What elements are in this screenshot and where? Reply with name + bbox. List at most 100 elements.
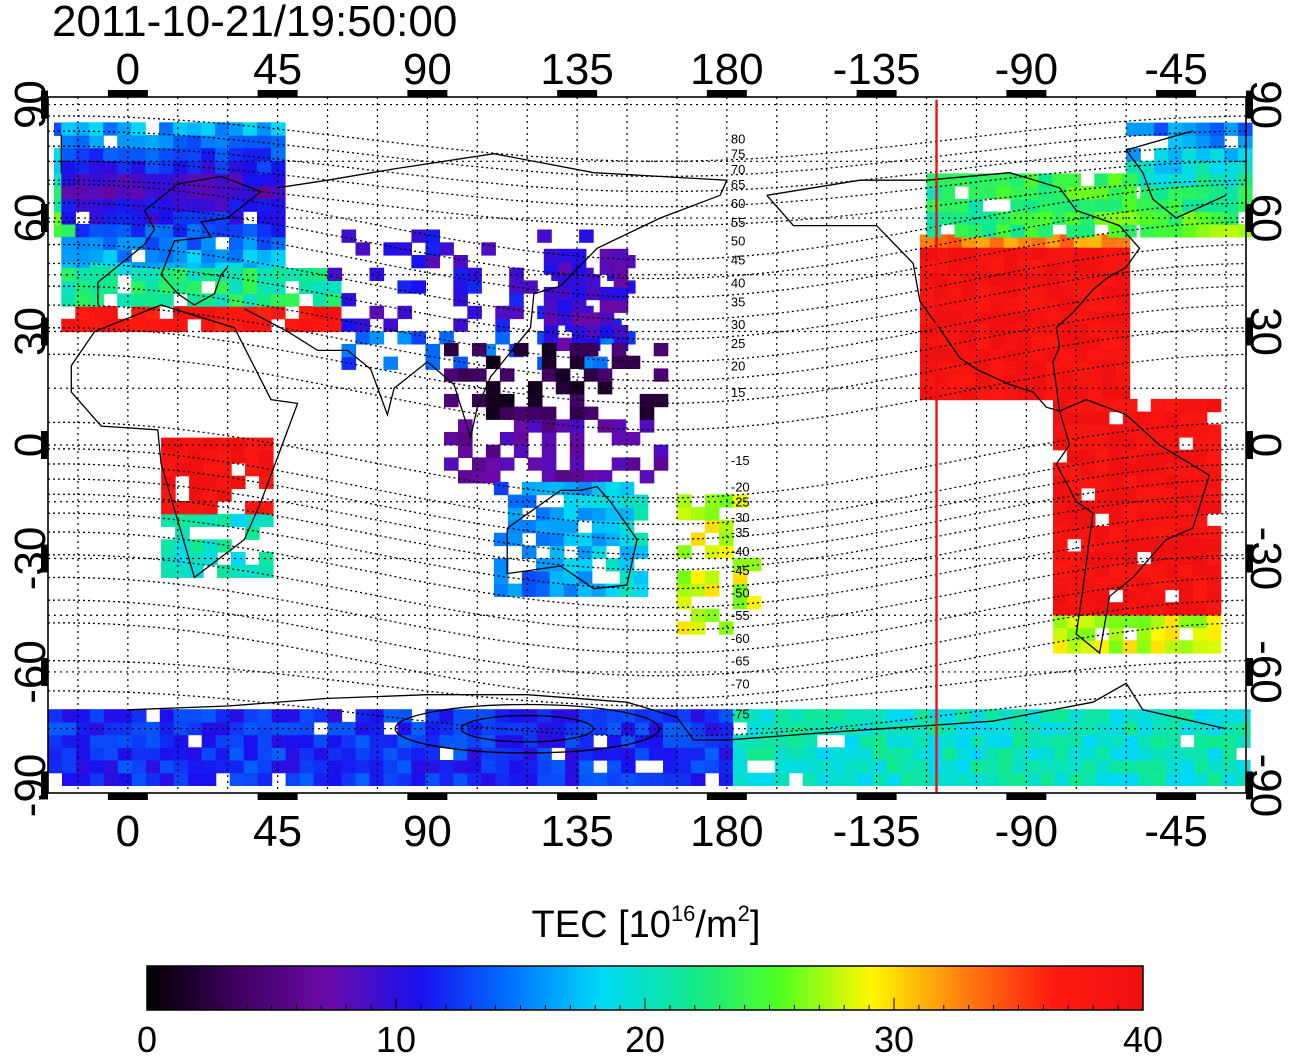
tec-cell	[1180, 747, 1195, 761]
tec-cell	[1068, 709, 1083, 723]
tec-cell	[653, 393, 669, 408]
tec-cell	[830, 747, 846, 761]
tec-cell	[1210, 211, 1225, 225]
x-tick-band-top	[1156, 90, 1197, 97]
contour-line	[48, 262, 1247, 340]
tec-cell	[76, 709, 91, 723]
tec-cell	[961, 259, 977, 274]
tec-cell	[271, 211, 286, 225]
tec-cell	[1110, 709, 1125, 723]
contour-line	[47, 160, 1247, 208]
tec-cell	[458, 444, 473, 458]
tec-cell	[599, 299, 615, 313]
tec-cell	[940, 173, 956, 187]
y-tick-label-left: 30	[6, 307, 55, 356]
tec-cell	[1208, 721, 1223, 736]
tec-cell	[975, 336, 991, 350]
tec-cell	[1080, 224, 1095, 238]
tec-cell	[774, 772, 790, 786]
tec-cell	[1067, 564, 1082, 578]
tec-cell	[1168, 148, 1183, 162]
tec-cell	[231, 564, 246, 578]
tec-cell	[1122, 538, 1138, 552]
colorbar-tick-label: 0	[137, 1019, 157, 1057]
tec-cell	[1196, 173, 1211, 187]
tec-cell	[611, 343, 627, 357]
tec-cell	[298, 306, 314, 320]
tec-cell	[968, 186, 984, 200]
tec-cell	[369, 734, 385, 748]
tec-cell	[947, 323, 963, 337]
tec-cell	[201, 734, 217, 748]
contour-line	[47, 463, 1247, 541]
tec-cell	[1192, 424, 1208, 438]
tec-cell	[788, 709, 804, 723]
tec-cell	[217, 463, 232, 477]
tec-cell	[285, 709, 301, 723]
tec-cell	[613, 325, 629, 339]
tec-cell	[1206, 449, 1222, 463]
tec-cell	[229, 709, 245, 723]
tec-cell	[229, 135, 244, 149]
tec-cell	[355, 318, 371, 332]
tec-cell	[103, 721, 119, 736]
tec-cell	[1052, 173, 1067, 187]
tec-cell	[1164, 602, 1180, 616]
tec-cell	[453, 318, 468, 332]
tec-cell	[117, 173, 132, 187]
tec-cell	[633, 494, 649, 508]
tec-cell	[1108, 437, 1124, 451]
tec-cell	[886, 734, 902, 748]
tec-cell	[187, 747, 203, 761]
tec-cell	[663, 747, 678, 761]
tec-cell	[704, 570, 720, 584]
tec-cell	[571, 274, 587, 288]
tec-cell	[509, 747, 524, 761]
tec-cell	[313, 734, 329, 748]
tec-cell	[1115, 336, 1131, 350]
tec-cell	[1124, 734, 1139, 748]
tec-cell	[975, 234, 991, 248]
tec-cell	[1224, 148, 1239, 162]
tec-cell	[1168, 160, 1183, 174]
x-tick-band-bottom	[257, 793, 298, 800]
tec-cell	[565, 772, 580, 786]
tec-cell	[583, 368, 599, 382]
tec-cell	[103, 268, 118, 282]
tec-cell	[397, 721, 412, 736]
tec-cell	[677, 570, 692, 584]
tec-cell	[557, 299, 573, 313]
tec-cell	[243, 223, 258, 238]
tec-cell	[472, 393, 487, 408]
tec-cell	[145, 249, 160, 263]
tec-cell	[1152, 772, 1167, 786]
tec-cell	[62, 772, 77, 786]
tec-cell	[103, 280, 118, 294]
tec-cell	[718, 494, 734, 508]
tec-cell	[145, 760, 161, 774]
tec-cell	[1115, 310, 1131, 324]
tec-cell	[732, 772, 748, 786]
tec-cell	[690, 621, 706, 635]
tec-cell	[75, 318, 90, 333]
tec-cell	[677, 583, 692, 597]
tec-cell	[1196, 148, 1211, 162]
tec-cell	[145, 268, 160, 282]
tec-cell	[76, 734, 91, 748]
contour-label: 45	[731, 253, 745, 268]
tec-cell	[577, 481, 593, 496]
tec-cell	[579, 721, 594, 736]
tec-cell	[257, 280, 272, 294]
tec-cell	[1236, 760, 1251, 774]
tec-cell	[312, 293, 328, 307]
tec-cell	[982, 186, 997, 200]
tec-cell	[298, 318, 314, 333]
tec-cell	[75, 268, 90, 282]
tec-cell	[1210, 198, 1225, 213]
tec-cell	[942, 772, 958, 786]
tec-cell	[1224, 122, 1239, 136]
tec-cell	[173, 122, 188, 136]
tec-cell	[1003, 272, 1019, 286]
tec-cell	[117, 734, 133, 748]
tec-cell	[549, 545, 565, 559]
